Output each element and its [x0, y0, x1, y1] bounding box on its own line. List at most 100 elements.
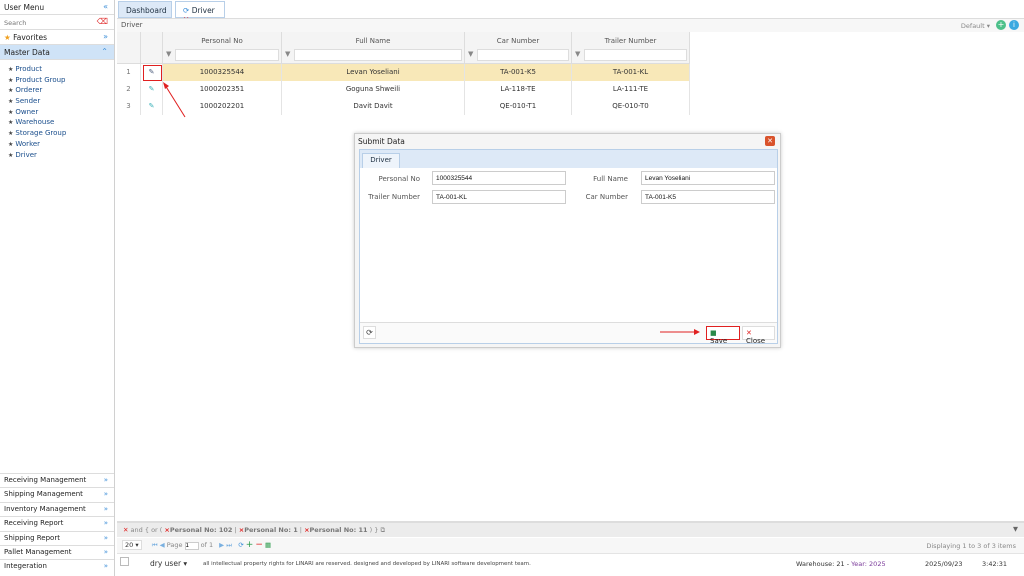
- sidebar-section-shipping-report[interactable]: Shipping Report »: [0, 530, 114, 545]
- section-label: Inventory Management: [4, 504, 86, 513]
- sidebar-item-worker[interactable]: ★ Worker: [8, 139, 66, 150]
- star-icon: ★: [8, 119, 14, 127]
- date: 2025/09/23: [925, 560, 963, 568]
- view-selector[interactable]: Default ▾: [960, 22, 990, 30]
- refresh-button[interactable]: ⟳: [363, 326, 376, 339]
- save-button[interactable]: ■ Save: [706, 326, 740, 345]
- table-row[interactable]: 3 ✎ 1000202201 Davit Davit QE-010-T1 QE-010-T…: [117, 98, 690, 115]
- external-link-icon[interactable]: ⧉: [380, 526, 386, 534]
- cell-car: QE-010-T1: [465, 98, 572, 115]
- filter-icon[interactable]: ▼: [285, 50, 291, 58]
- panel-header: Driver Default ▾ + i: [117, 18, 1024, 32]
- sidebar-section-receiving-report[interactable]: Receiving Report »: [0, 516, 114, 530]
- annotation-arrow: [660, 329, 700, 335]
- clear-search-icon[interactable]: ⌫: [96, 17, 108, 26]
- personal-no-input[interactable]: [432, 171, 566, 185]
- sidebar-item-sender[interactable]: ★ Sender: [8, 96, 66, 107]
- info-icon[interactable]: i: [1009, 20, 1019, 30]
- first-page-icon[interactable]: ⏮: [151, 541, 158, 549]
- edit-icon[interactable]: ✎: [141, 98, 163, 115]
- remove-chip-icon[interactable]: ×: [238, 526, 245, 534]
- dialog-tab-driver[interactable]: Driver: [362, 153, 400, 168]
- sidebar-section-shipping-management[interactable]: Shipping Management »: [0, 487, 114, 501]
- close-button[interactable]: ✕ Close: [742, 326, 775, 345]
- filter-chip[interactable]: ×Personal No: 11: [304, 526, 368, 534]
- trailer-number-input[interactable]: [432, 190, 566, 204]
- star-icon: ★: [4, 33, 11, 42]
- filter-chip[interactable]: ×Personal No: 102: [164, 526, 233, 534]
- collapse-icon[interactable]: «: [103, 2, 108, 11]
- tab-dashboard[interactable]: Dashboard: [118, 1, 172, 18]
- remove-chip-icon[interactable]: ×: [304, 526, 310, 534]
- sidebar-item-orderer[interactable]: ★ Orderer: [8, 85, 66, 96]
- search-box[interactable]: ⌫: [0, 15, 114, 30]
- star-icon: ★: [8, 76, 14, 84]
- edit-icon[interactable]: ✎: [141, 64, 163, 81]
- cell-trailer: LA-111-TE: [572, 81, 690, 98]
- section-label: Integeration: [4, 562, 47, 571]
- column-filter-input[interactable]: [175, 49, 279, 61]
- filter-icon[interactable]: ▼: [1013, 525, 1018, 533]
- section-label: Shipping Report: [4, 533, 60, 542]
- sidebar-item-storage-group[interactable]: ★ Storage Group: [8, 128, 66, 139]
- refresh-icon[interactable]: ⟳: [183, 6, 190, 15]
- prev-page-icon[interactable]: ◀: [159, 541, 165, 549]
- favorites-label: Favorites: [13, 33, 48, 42]
- sidebar-item-product[interactable]: ★ Product: [8, 64, 66, 75]
- sidebar-item-driver[interactable]: ★ Driver: [8, 150, 66, 161]
- remove-row-icon[interactable]: −: [255, 540, 263, 550]
- clear-filter-icon[interactable]: ✕: [123, 526, 129, 534]
- filter-chip[interactable]: ×Personal No: 1: [238, 526, 298, 534]
- column-header: [117, 32, 141, 64]
- dialog-footer: ⟳ ■ Save ✕ Close: [360, 322, 777, 345]
- user-menu[interactable]: dry user ▾: [150, 559, 188, 568]
- remove-chip-icon[interactable]: ×: [164, 526, 170, 534]
- star-icon: ★: [8, 87, 14, 95]
- trailer-number-label: Trailer Number: [368, 193, 420, 201]
- sidebar-item-owner[interactable]: ★ Owner: [8, 107, 66, 118]
- table-icon[interactable]: ▦: [264, 541, 272, 549]
- sidebar-item-label: Orderer: [15, 86, 43, 95]
- cell-n: 1: [117, 64, 141, 81]
- filter-icon[interactable]: ▼: [575, 50, 581, 58]
- filter-icon[interactable]: ▼: [166, 50, 172, 58]
- sidebar-section-receiving-management[interactable]: Receiving Management »: [0, 473, 114, 487]
- next-page-icon[interactable]: ▶: [219, 541, 225, 549]
- master-data-header[interactable]: Master Data ⌃: [0, 45, 114, 60]
- display-count: Displaying 1 to 3 of 3 items: [926, 542, 1016, 550]
- filter-icon[interactable]: ▼: [468, 50, 474, 58]
- column-filter-input[interactable]: [584, 49, 687, 61]
- section-label: Receiving Management: [4, 476, 87, 484]
- search-input[interactable]: [4, 19, 94, 27]
- table-row[interactable]: 2 ✎ 1000202351 Goguna Shweili LA-118-TE LA-11…: [117, 81, 690, 98]
- edit-icon[interactable]: ✎: [141, 81, 163, 98]
- dialog-body: Driver Personal No Full Name Trailer Num…: [359, 149, 778, 345]
- warehouse-year: Warehouse: 21 - Year: 2025: [796, 560, 886, 568]
- add-row-icon[interactable]: +: [245, 540, 254, 550]
- add-icon[interactable]: +: [996, 20, 1006, 30]
- table-row[interactable]: 1 ✎ 1000325544 Levan Yoseliani TA-001-K5 TA-0…: [117, 64, 690, 81]
- full-name-input[interactable]: [641, 171, 775, 185]
- sidebar-section-pallet-management[interactable]: Pallet Management »: [0, 545, 114, 559]
- sidebar-item-product-group[interactable]: ★ Product Group: [8, 75, 66, 86]
- sidebar-section-integeration[interactable]: Integeration »: [0, 559, 114, 573]
- sidebar-item-warehouse[interactable]: ★ Warehouse: [8, 117, 66, 128]
- car-number-input[interactable]: [641, 190, 775, 204]
- cell-personal_no: 1000325544: [163, 64, 282, 81]
- favorites-header[interactable]: ★ Favorites »: [0, 30, 114, 45]
- page-input[interactable]: [184, 542, 199, 550]
- reload-icon[interactable]: ⟳: [238, 541, 244, 549]
- expand-icon: »: [103, 562, 108, 571]
- tab-label: Driver: [191, 6, 215, 15]
- pager: 20 ▾ ⏮ ◀ Page of 1 ▶ ⏭ ⟳ + − ▦ Displayin…: [117, 538, 1024, 554]
- dialog-close-icon[interactable]: ✕: [765, 136, 775, 146]
- tab-driver[interactable]: ⟳ Driver ✕: [175, 1, 225, 24]
- sidebar-section-inventory-management[interactable]: Inventory Management »: [0, 501, 114, 516]
- cell-full_name: Davit Davit: [282, 98, 465, 115]
- column-filter-input[interactable]: [477, 49, 569, 61]
- last-page-icon[interactable]: ⏭: [226, 541, 233, 549]
- page-size-select[interactable]: 20 ▾: [122, 540, 142, 550]
- column-title: Personal No: [201, 37, 243, 45]
- star-icon: ★: [8, 98, 14, 106]
- column-filter-input[interactable]: [294, 49, 462, 61]
